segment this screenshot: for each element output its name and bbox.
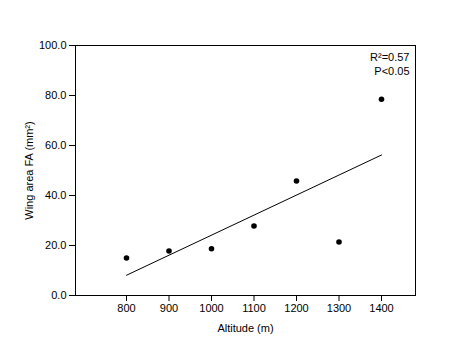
svg-text:900: 900 xyxy=(160,302,178,314)
svg-text:800: 800 xyxy=(117,302,135,314)
svg-text:P<0.05: P<0.05 xyxy=(374,65,409,77)
svg-text:100.0: 100.0 xyxy=(39,39,67,51)
svg-text:1100: 1100 xyxy=(242,302,266,314)
svg-text:1200: 1200 xyxy=(284,302,308,314)
svg-text:20.0: 20.0 xyxy=(45,239,66,251)
svg-text:1400: 1400 xyxy=(369,302,393,314)
svg-text:Altitude (m): Altitude (m) xyxy=(217,322,273,334)
svg-text:60.0: 60.0 xyxy=(45,139,66,151)
svg-text:40.0: 40.0 xyxy=(45,189,66,201)
svg-text:0.0: 0.0 xyxy=(51,289,66,301)
svg-text:1300: 1300 xyxy=(327,302,351,314)
svg-text:1000: 1000 xyxy=(199,302,223,314)
svg-text:Wing area FA (mm²): Wing area FA (mm²) xyxy=(23,121,35,219)
svg-text:80.0: 80.0 xyxy=(45,89,66,101)
svg-text:R²=0.57: R²=0.57 xyxy=(370,51,409,63)
